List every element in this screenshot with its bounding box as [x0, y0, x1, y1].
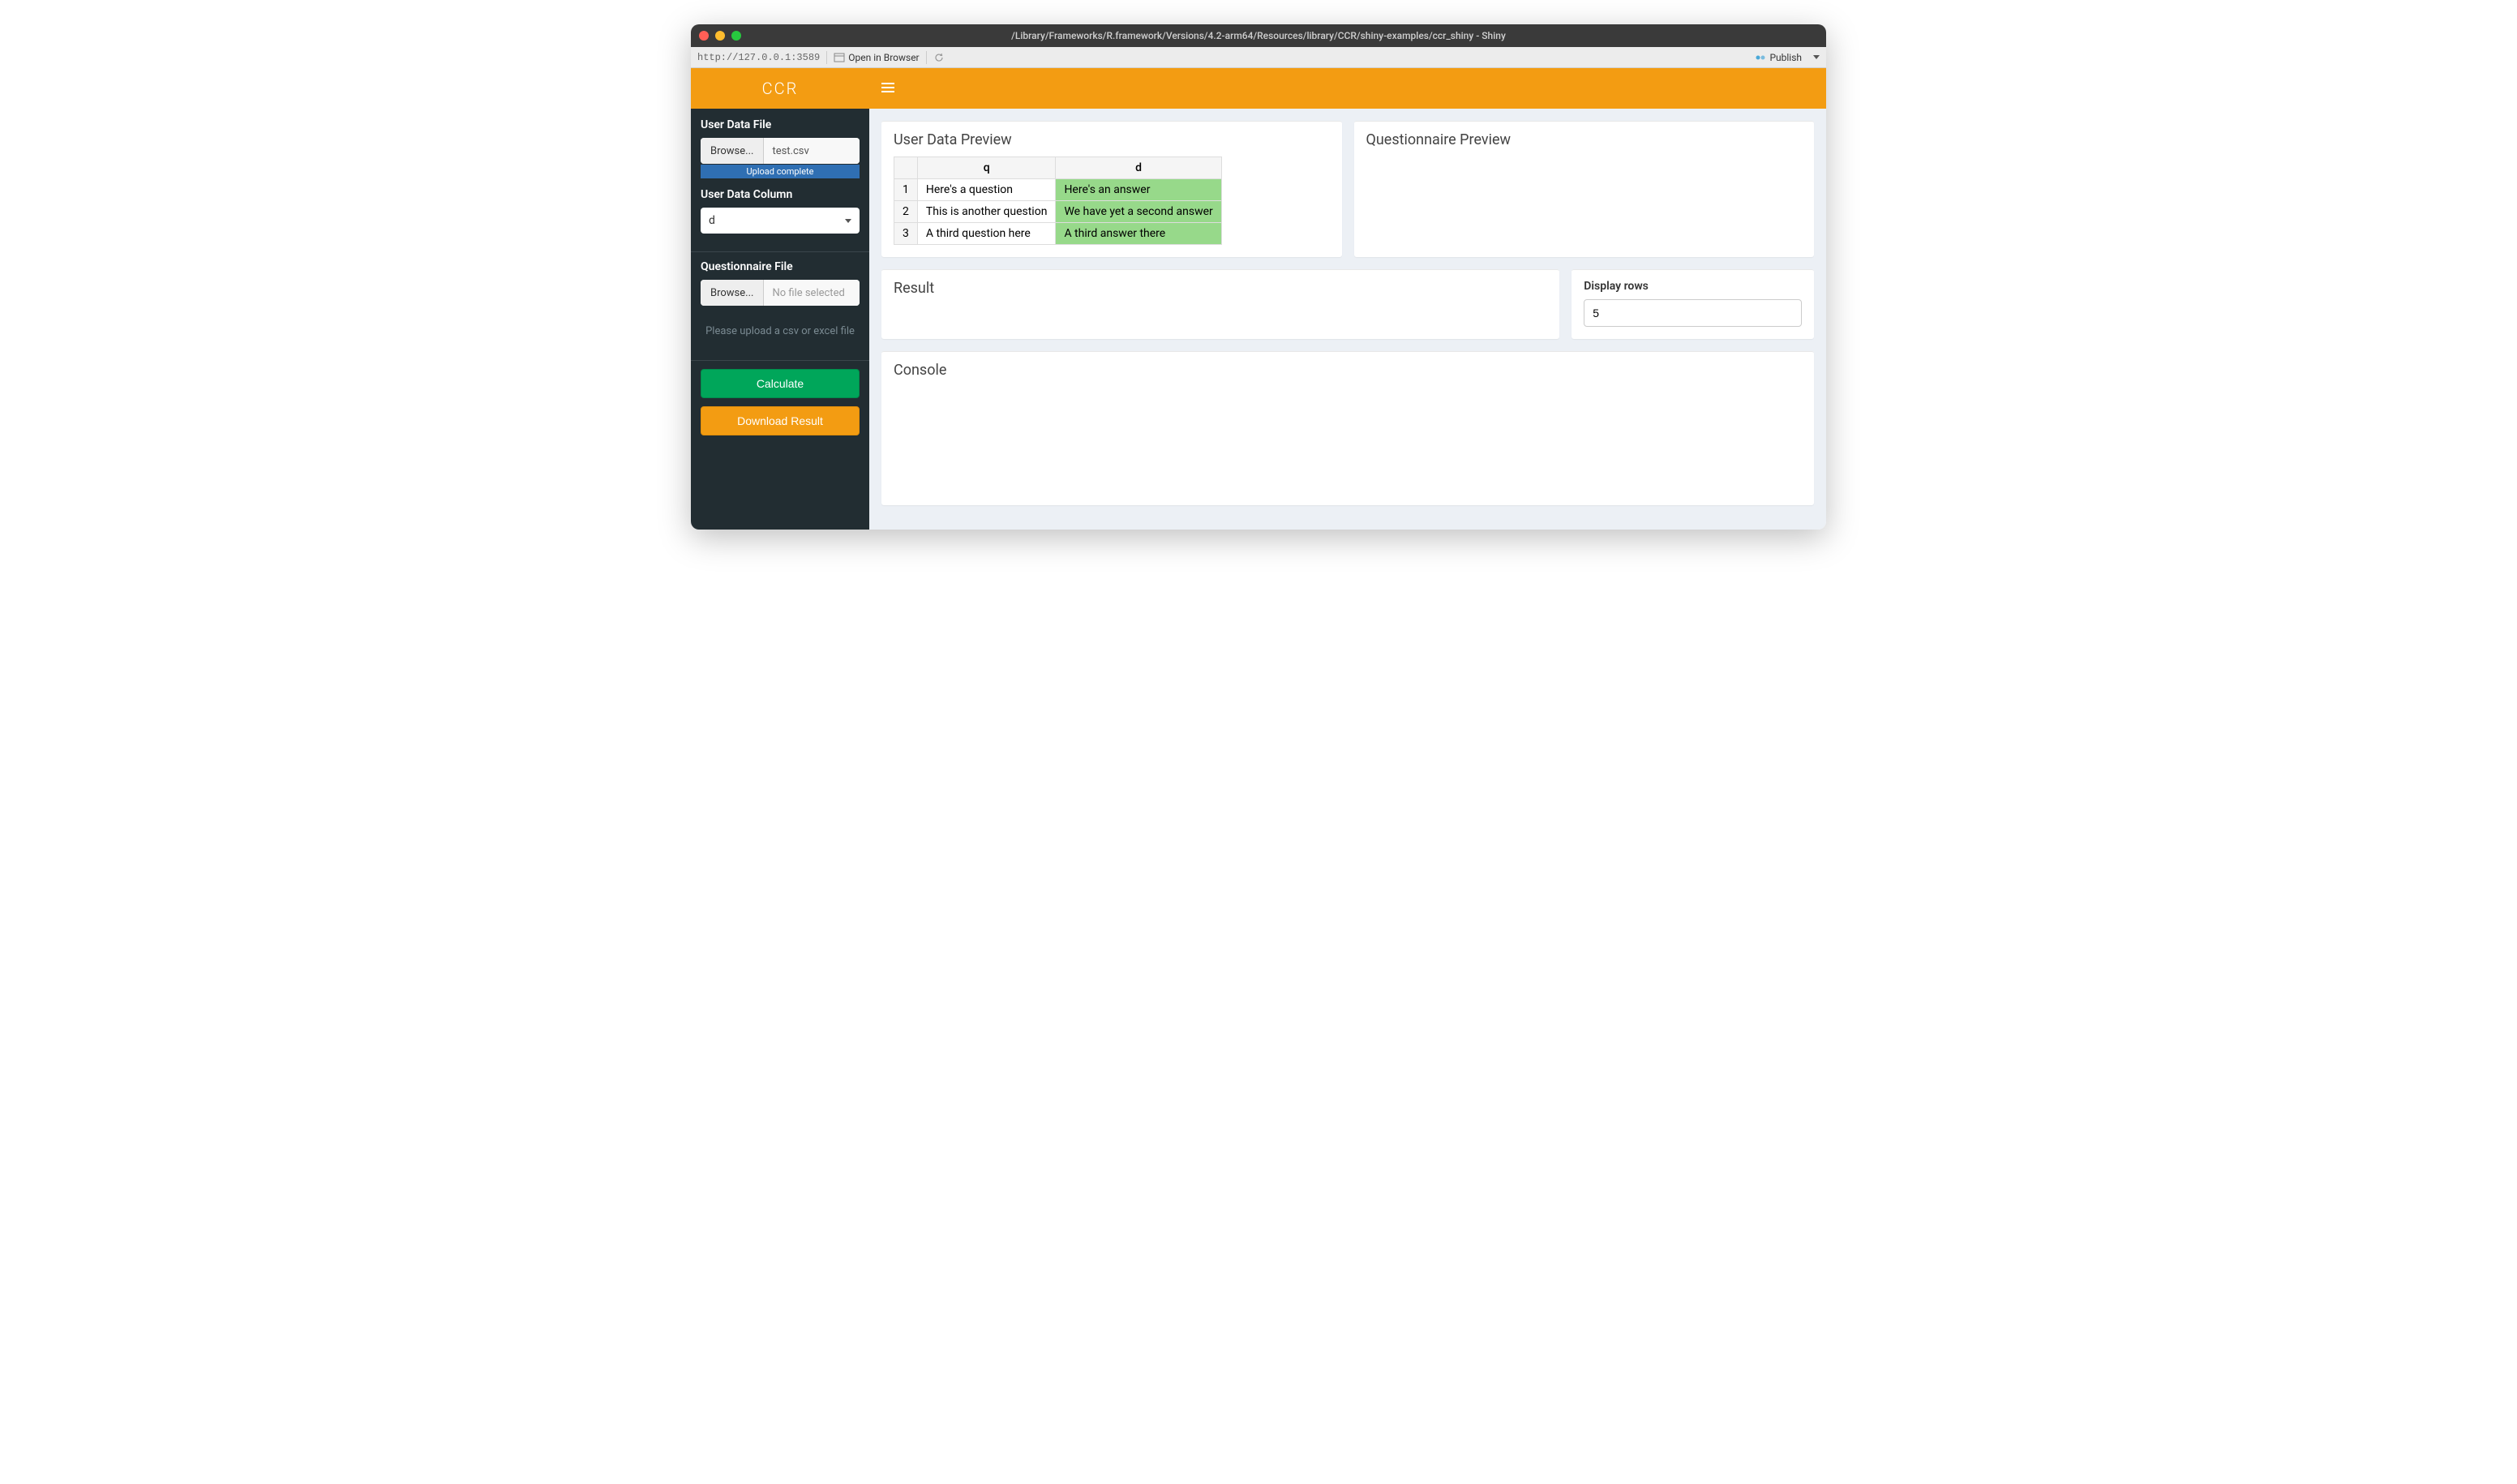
app-window: /Library/Frameworks/R.framework/Versions… [691, 24, 1826, 530]
table-cell-highlighted: We have yet a second answer [1056, 201, 1221, 223]
url-display: http://127.0.0.1:3589 [697, 52, 820, 63]
refresh-icon[interactable] [933, 52, 945, 63]
publish-button[interactable]: Publish [1755, 52, 1820, 63]
window-title: /Library/Frameworks/R.framework/Versions… [699, 30, 1818, 41]
panel-title: Result [894, 280, 1547, 297]
user-data-file-input[interactable]: Browse... test.csv [701, 138, 860, 164]
result-panel: Result [881, 269, 1559, 339]
separator [926, 51, 927, 64]
browser-icon [834, 52, 845, 63]
open-in-browser-button[interactable]: Open in Browser [834, 52, 919, 63]
table-row: 1 Here's a question Here's an answer [894, 179, 1222, 201]
sidebar: User Data File Browse... test.csv Upload… [691, 109, 869, 530]
table-cell: Here's a question [917, 179, 1056, 201]
user-data-column-select[interactable]: d [701, 208, 860, 234]
table-header-cell: q [917, 157, 1056, 179]
divider [691, 360, 869, 361]
window-controls [699, 31, 741, 41]
user-data-column-section: User Data Column d [701, 188, 860, 234]
separator [826, 51, 827, 64]
brand-logo: CCR [691, 79, 869, 98]
toolbar: http://127.0.0.1:3589 Open in Browser Pu… [691, 47, 1826, 68]
panel-title: User Data Preview [894, 131, 1330, 148]
row-number: 3 [894, 223, 918, 245]
questionnaire-preview-panel: Questionnaire Preview [1354, 121, 1815, 257]
file-placeholder: No file selected [764, 280, 860, 306]
table-cell-highlighted: A third answer there [1056, 223, 1221, 245]
close-window-button[interactable] [699, 31, 709, 41]
upload-hint: Please upload a csv or excel file [701, 315, 860, 352]
table-cell-highlighted: Here's an answer [1056, 179, 1221, 201]
display-rows-panel: Display rows [1572, 269, 1814, 339]
browse-button[interactable]: Browse... [701, 138, 764, 164]
row-number: 2 [894, 201, 918, 223]
chevron-down-icon [845, 219, 851, 223]
panel-title: Questionnaire Preview [1366, 131, 1803, 148]
questionnaire-file-input[interactable]: Browse... No file selected [701, 280, 860, 306]
user-data-column-label: User Data Column [701, 188, 860, 201]
header-bar: CCR [691, 68, 1826, 109]
table-row: 2 This is another question We have yet a… [894, 201, 1222, 223]
chevron-down-icon [1813, 55, 1820, 59]
row-number: 1 [894, 179, 918, 201]
publish-label: Publish [1769, 52, 1802, 63]
console-panel: Console [881, 351, 1814, 505]
display-rows-input[interactable] [1584, 299, 1802, 327]
browse-button[interactable]: Browse... [701, 280, 764, 306]
sidebar-toggle-button[interactable] [869, 81, 894, 97]
upload-status-bar: Upload complete [701, 165, 860, 178]
titlebar: /Library/Frameworks/R.framework/Versions… [691, 24, 1826, 47]
open-in-browser-label: Open in Browser [848, 52, 919, 63]
user-data-preview-table: q d 1 Here's a question Here's an answer [894, 157, 1222, 245]
panel-title: Console [894, 362, 1802, 379]
maximize-window-button[interactable] [731, 31, 741, 41]
calculate-button[interactable]: Calculate [701, 369, 860, 398]
selected-column-value: d [709, 214, 715, 227]
table-header-cell [894, 157, 918, 179]
questionnaire-file-section: Questionnaire File Browse... No file sel… [701, 260, 860, 306]
display-rows-label: Display rows [1584, 280, 1802, 293]
table-header-row: q d [894, 157, 1222, 179]
table-cell: A third question here [917, 223, 1056, 245]
minimize-window-button[interactable] [715, 31, 725, 41]
questionnaire-file-label: Questionnaire File [701, 260, 860, 273]
table-cell: This is another question [917, 201, 1056, 223]
table-header-cell: d [1056, 157, 1221, 179]
download-result-button[interactable]: Download Result [701, 406, 860, 435]
publish-icon [1755, 52, 1766, 63]
user-data-file-section: User Data File Browse... test.csv Upload… [701, 118, 860, 178]
user-data-preview-panel: User Data Preview q d [881, 121, 1342, 257]
main-content: User Data Preview q d [869, 109, 1826, 530]
user-data-file-label: User Data File [701, 118, 860, 131]
divider [691, 251, 869, 252]
table-row: 3 A third question here A third answer t… [894, 223, 1222, 245]
selected-filename: test.csv [764, 138, 860, 164]
